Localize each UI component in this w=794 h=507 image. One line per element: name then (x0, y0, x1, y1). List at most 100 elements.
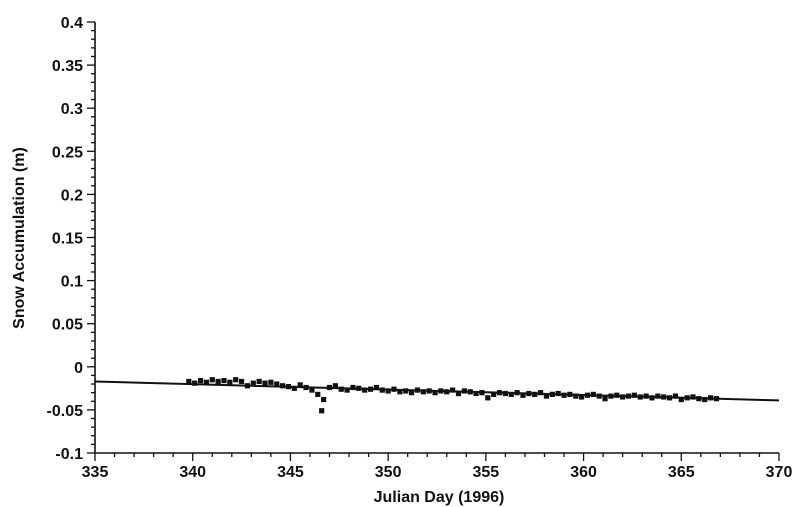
x-tick-label: 360 (570, 464, 597, 481)
data-point (696, 396, 702, 402)
tick-labels: 335 340 345 350 355 360 365 370 -0.1 -0.05 0 0.05 0.… (47, 15, 793, 481)
data-point (520, 392, 526, 398)
data-point (661, 394, 667, 400)
data-point (215, 378, 221, 385)
y-tick-label: 0.4 (61, 15, 83, 32)
data-point (385, 388, 391, 394)
data-point (543, 393, 550, 399)
data-point (256, 378, 262, 385)
data-point (713, 396, 720, 402)
data-point (584, 392, 591, 398)
data-point (537, 390, 544, 396)
data-point (356, 385, 362, 391)
y-tick-label: 0.25 (52, 144, 83, 161)
data-point (233, 377, 239, 383)
data-point (338, 386, 344, 392)
data-point (590, 391, 596, 397)
data-point (438, 388, 444, 394)
data-point (227, 379, 233, 385)
y-tick-label: 0.3 (61, 101, 83, 118)
data-point (326, 384, 333, 391)
data-point (391, 386, 397, 392)
data-point (197, 377, 204, 384)
ticks (87, 21, 780, 461)
data-point (573, 393, 579, 399)
data-point (186, 378, 192, 385)
data-points (186, 377, 720, 414)
data-point (192, 380, 198, 386)
data-point (526, 390, 532, 397)
data-point (238, 378, 245, 385)
data-point (444, 389, 450, 395)
data-point (666, 395, 673, 401)
data-point (362, 387, 368, 393)
data-point (608, 393, 614, 399)
data-point (702, 396, 708, 403)
x-axis-title: Julian Day (1996) (374, 489, 505, 506)
data-point (426, 388, 432, 394)
data-point (708, 395, 714, 401)
data-point (655, 393, 661, 399)
x-tick-label: 340 (179, 464, 206, 481)
data-point (291, 385, 297, 391)
data-point (473, 390, 479, 397)
data-point (496, 390, 503, 396)
data-point (332, 383, 338, 389)
data-point (420, 389, 426, 395)
y-tick-label: 0.15 (52, 231, 83, 248)
data-point (502, 390, 508, 397)
data-point (461, 388, 467, 394)
data-point (479, 390, 485, 396)
data-point (602, 396, 608, 402)
data-point (596, 393, 602, 399)
data-point (684, 395, 690, 401)
data-point (432, 390, 438, 396)
y-tick-label: -0.05 (47, 403, 84, 420)
data-point (485, 395, 491, 401)
data-point (209, 377, 215, 383)
data-point (319, 408, 325, 414)
data-point (491, 391, 497, 397)
data-point (262, 380, 268, 386)
data-point (508, 391, 514, 397)
data-point (379, 387, 385, 393)
data-point (303, 384, 309, 391)
y-tick-label: 0.05 (52, 317, 83, 334)
data-point (203, 379, 209, 385)
data-point (532, 391, 538, 397)
x-tick-label: 370 (766, 464, 793, 481)
data-point (631, 392, 637, 398)
data-point (620, 394, 626, 400)
data-point (514, 390, 520, 396)
data-point (285, 384, 292, 390)
data-point (344, 387, 350, 393)
data-point (649, 395, 655, 401)
data-point (690, 394, 696, 400)
y-tick-label: 0.35 (52, 58, 83, 75)
y-tick-label: 0.1 (61, 274, 83, 291)
y-tick-label: -0.1 (55, 446, 83, 463)
data-point (280, 383, 286, 389)
y-tick-label: 0.2 (61, 187, 83, 204)
x-tick-label: 345 (277, 464, 304, 481)
data-point (274, 381, 280, 387)
data-point (579, 394, 585, 400)
data-point (244, 383, 251, 389)
data-point (561, 392, 567, 398)
data-point (467, 389, 473, 395)
axes (94, 22, 779, 454)
x-tick-label: 365 (668, 464, 695, 481)
data-point (678, 396, 684, 403)
data-point (373, 384, 380, 391)
data-point (403, 388, 409, 394)
data-point (549, 391, 555, 397)
data-point (350, 384, 356, 391)
y-axis-title: Snow Accumulation (m) (11, 147, 28, 329)
data-point (321, 396, 327, 403)
data-point (555, 390, 561, 397)
data-point (315, 391, 321, 397)
data-point (414, 387, 421, 393)
x-tick-label: 350 (375, 464, 402, 481)
data-point (643, 393, 649, 399)
